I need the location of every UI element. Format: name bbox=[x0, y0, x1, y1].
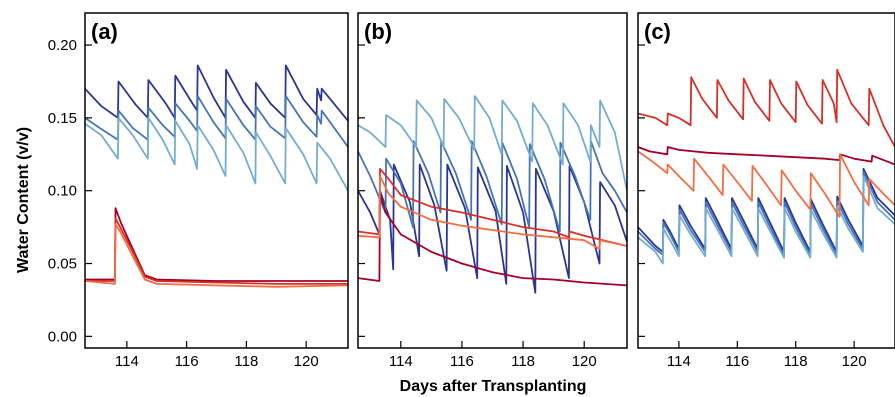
panel-frame bbox=[357, 12, 628, 349]
series-line-orange bbox=[358, 175, 627, 250]
series-group bbox=[358, 95, 627, 294]
series-line-red bbox=[638, 68, 895, 148]
panel-a: 114 116 118 120 0.00 0.05 0.10 0.15 0.20 (a) bbox=[48, 12, 349, 370]
y-axis-title: Water Content (v/v) bbox=[15, 127, 32, 273]
y-tick-label: 0.15 bbox=[48, 110, 77, 127]
x-tick-label: 116 bbox=[450, 353, 474, 370]
series-line-dark_blue bbox=[358, 163, 627, 294]
panel-label: (b) bbox=[364, 19, 392, 44]
series-line-orange bbox=[638, 150, 895, 218]
series-group bbox=[85, 64, 348, 288]
x-tick-label: 118 bbox=[511, 353, 535, 370]
x-tick-label: 114 bbox=[667, 353, 691, 370]
series-line-dark_red bbox=[85, 207, 348, 282]
y-tick-label: 0.20 bbox=[48, 37, 77, 54]
x-tick-label: 114 bbox=[389, 353, 413, 370]
series-line-dark_red bbox=[638, 146, 895, 166]
series-line-red bbox=[358, 167, 627, 247]
series-line-light_blue bbox=[358, 95, 627, 191]
x-tick-label: 116 bbox=[725, 353, 749, 370]
x-tick-label: 120 bbox=[294, 353, 319, 370]
series-line-orange bbox=[85, 223, 348, 288]
panel-b: 114 116 118 120 (b) bbox=[357, 12, 628, 370]
x-tick-label: 120 bbox=[572, 353, 597, 370]
series-line-red bbox=[85, 217, 348, 285]
x-tick-label: 116 bbox=[175, 353, 199, 370]
series-line-mid_blue bbox=[85, 95, 348, 148]
y-tick-label: 0.05 bbox=[48, 256, 77, 273]
x-tick-label: 120 bbox=[842, 353, 867, 370]
series-line-dark_blue bbox=[85, 64, 348, 122]
panel-label: (c) bbox=[644, 19, 671, 44]
y-tick-label: 0.10 bbox=[48, 183, 77, 200]
series-line-mid_blue bbox=[358, 140, 627, 233]
x-tick-label: 114 bbox=[115, 353, 139, 370]
panel-label: (a) bbox=[91, 19, 118, 44]
x-tick-label: 118 bbox=[234, 353, 258, 370]
series-line-light_blue bbox=[85, 117, 348, 192]
series-group bbox=[638, 68, 895, 265]
panel-frame bbox=[637, 12, 895, 349]
panel-frame bbox=[84, 12, 349, 349]
panel-c: 114 116 118 120 (c) bbox=[637, 12, 895, 370]
x-axis-title: Days after Transplanting bbox=[400, 378, 587, 395]
y-tick-label: 0.00 bbox=[48, 328, 77, 345]
x-tick-label: 118 bbox=[784, 353, 808, 370]
